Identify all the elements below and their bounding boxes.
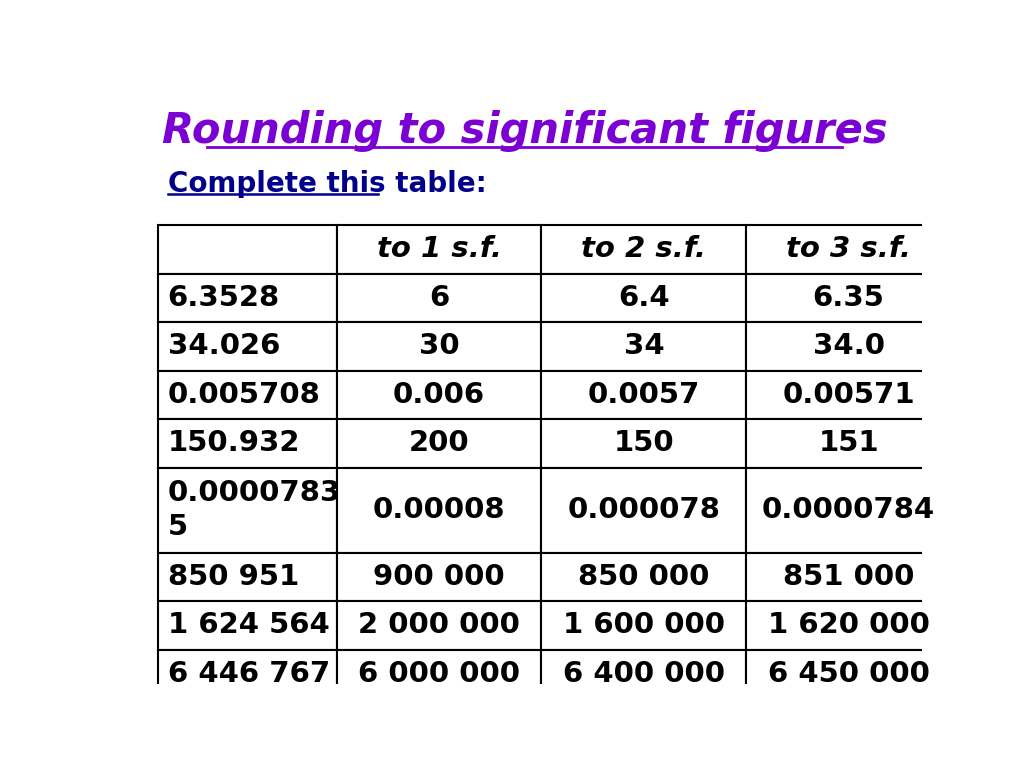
Text: 6.4: 6.4 bbox=[618, 284, 670, 312]
Text: 1 624 564: 1 624 564 bbox=[168, 611, 330, 639]
Bar bbox=[158, 419, 337, 468]
Bar bbox=[542, 468, 746, 552]
Text: to 2 s.f.: to 2 s.f. bbox=[582, 236, 707, 263]
Bar bbox=[542, 419, 746, 468]
Bar bbox=[746, 323, 951, 371]
Text: 0.0000784: 0.0000784 bbox=[762, 496, 935, 524]
Text: 6 446 767: 6 446 767 bbox=[168, 660, 330, 688]
Text: 6 400 000: 6 400 000 bbox=[563, 660, 725, 688]
Text: 6.3528: 6.3528 bbox=[168, 284, 280, 312]
Text: 0.000078: 0.000078 bbox=[567, 496, 720, 524]
Bar bbox=[542, 552, 746, 601]
Text: 0.006: 0.006 bbox=[393, 381, 485, 409]
Bar bbox=[158, 371, 337, 419]
Text: 6 000 000: 6 000 000 bbox=[358, 660, 520, 688]
Bar bbox=[746, 650, 951, 698]
Bar bbox=[337, 601, 542, 650]
Bar bbox=[158, 225, 337, 273]
Text: 6.35: 6.35 bbox=[813, 284, 885, 312]
Text: 0.0057: 0.0057 bbox=[588, 381, 700, 409]
Bar bbox=[542, 371, 746, 419]
Bar bbox=[337, 323, 542, 371]
Text: 851 000: 851 000 bbox=[783, 563, 914, 591]
Text: Complete this table:: Complete this table: bbox=[168, 170, 486, 198]
Bar bbox=[542, 225, 746, 273]
Text: 6: 6 bbox=[429, 284, 450, 312]
Bar bbox=[542, 273, 746, 323]
Bar bbox=[337, 371, 542, 419]
Text: to 1 s.f.: to 1 s.f. bbox=[377, 236, 502, 263]
Bar bbox=[746, 552, 951, 601]
Bar bbox=[337, 273, 542, 323]
Bar bbox=[337, 225, 542, 273]
Bar bbox=[746, 225, 951, 273]
Text: 1 620 000: 1 620 000 bbox=[768, 611, 930, 639]
Text: 6 450 000: 6 450 000 bbox=[768, 660, 930, 688]
Bar bbox=[542, 323, 746, 371]
Text: 2 000 000: 2 000 000 bbox=[358, 611, 520, 639]
Text: 850 951: 850 951 bbox=[168, 563, 299, 591]
Text: 34.026: 34.026 bbox=[168, 333, 280, 360]
Text: 0.00008: 0.00008 bbox=[373, 496, 505, 524]
Bar bbox=[746, 273, 951, 323]
Bar bbox=[158, 468, 337, 552]
Text: 151: 151 bbox=[818, 429, 879, 458]
Text: 0.00571: 0.00571 bbox=[782, 381, 914, 409]
Text: 150: 150 bbox=[613, 429, 674, 458]
Bar bbox=[746, 371, 951, 419]
Text: 900 000: 900 000 bbox=[374, 563, 505, 591]
Text: 1 600 000: 1 600 000 bbox=[563, 611, 725, 639]
Bar bbox=[746, 468, 951, 552]
Text: 850 000: 850 000 bbox=[579, 563, 710, 591]
Text: Rounding to significant figures: Rounding to significant figures bbox=[162, 110, 888, 151]
Bar bbox=[542, 650, 746, 698]
Text: 150.932: 150.932 bbox=[168, 429, 300, 458]
Bar bbox=[158, 273, 337, 323]
Bar bbox=[337, 419, 542, 468]
Text: to 3 s.f.: to 3 s.f. bbox=[786, 236, 911, 263]
Bar bbox=[542, 601, 746, 650]
Text: 0.0000783
5: 0.0000783 5 bbox=[168, 478, 341, 541]
Bar bbox=[746, 419, 951, 468]
Bar bbox=[158, 650, 337, 698]
Bar bbox=[746, 601, 951, 650]
Text: 30: 30 bbox=[419, 333, 460, 360]
Bar bbox=[158, 323, 337, 371]
Bar bbox=[337, 552, 542, 601]
Bar bbox=[337, 468, 542, 552]
Bar bbox=[337, 650, 542, 698]
Bar bbox=[158, 601, 337, 650]
Text: 34: 34 bbox=[624, 333, 665, 360]
Text: 0.005708: 0.005708 bbox=[168, 381, 321, 409]
Bar bbox=[158, 552, 337, 601]
Text: 200: 200 bbox=[409, 429, 469, 458]
Text: 34.0: 34.0 bbox=[813, 333, 885, 360]
